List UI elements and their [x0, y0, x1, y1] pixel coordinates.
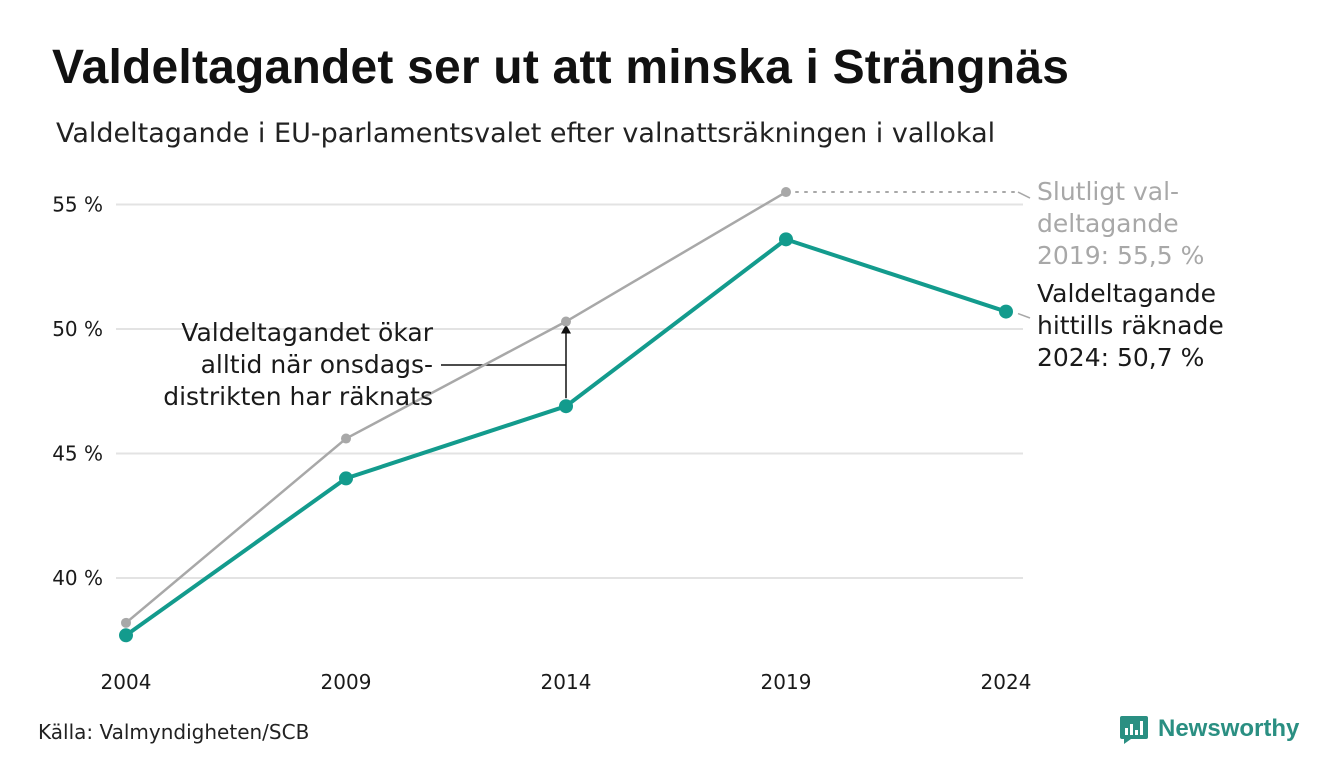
- x-tick-label: 2024: [981, 670, 1032, 694]
- x-axis: 2004 2009 2014 2019 2024: [101, 670, 1032, 694]
- brand-logo: Newsworthy: [1118, 713, 1299, 745]
- final-turnout-point: [781, 187, 791, 198]
- y-axis: 40 % 45 % 50 % 55 %: [52, 193, 103, 591]
- x-tick-label: 2019: [761, 670, 812, 694]
- y-tick-label: 45 %: [52, 442, 103, 466]
- y-tick-label: 40 %: [52, 566, 103, 590]
- gap-arrow-head: [561, 324, 571, 334]
- gap-note-label: alltid när onsdags-: [201, 350, 433, 379]
- series-counted: [119, 232, 1013, 643]
- annotation-labels: Slutligt val-deltagande 2019: 55,5 % Valde…: [163, 177, 1223, 411]
- annotation-lines: [441, 191, 1031, 399]
- final-turnout-label: deltagande: [1037, 209, 1179, 238]
- final-turnout-line: [125, 190, 787, 624]
- counted-turnout-label: Valdeltagande: [1037, 279, 1216, 308]
- source-note: Källa: Valmyndigheten/SCB: [38, 720, 310, 744]
- counted-label-leader: [1017, 312, 1031, 319]
- final-turnout-label: 2019: 55,5 %: [1037, 241, 1204, 270]
- y-tick-label: 55 %: [52, 193, 103, 217]
- counted-turnout-label: 2024: 50,7 %: [1037, 343, 1204, 372]
- counted-turnout-line: [124, 237, 1007, 637]
- newsworthy-logo-icon: [1120, 716, 1148, 744]
- final-turnout-label: Slutligt val-: [1037, 177, 1179, 206]
- counted-turnout-point: [119, 628, 133, 643]
- gap-note-label: distrikten har räknats: [163, 382, 433, 411]
- final-turnout-point: [561, 316, 571, 327]
- counted-turnout-point: [339, 471, 353, 486]
- x-tick-label: 2004: [101, 670, 152, 694]
- final-turnout-point: [121, 617, 131, 628]
- brand-name: Newsworthy: [1158, 715, 1300, 742]
- counted-turnout-point: [559, 399, 573, 414]
- y-tick-label: 50 %: [52, 317, 103, 341]
- chart-title: Valdeltagandet ser ut att minska i Strän…: [52, 41, 1070, 94]
- counted-turnout-point: [999, 304, 1013, 319]
- x-tick-label: 2009: [321, 670, 372, 694]
- counted-turnout-point: [779, 232, 793, 247]
- x-tick-label: 2014: [541, 670, 592, 694]
- final-label-leader-tick: [1017, 191, 1031, 199]
- counted-turnout-label: hittills räknade: [1037, 311, 1224, 340]
- series-final: [121, 187, 791, 628]
- grid-lines: [116, 203, 1023, 579]
- final-turnout-point: [341, 433, 351, 444]
- gap-note-label: Valdeltagandet ökar: [181, 318, 433, 347]
- chart-subtitle: Valdeltagande i EU-parlamentsvalet efter…: [56, 118, 996, 149]
